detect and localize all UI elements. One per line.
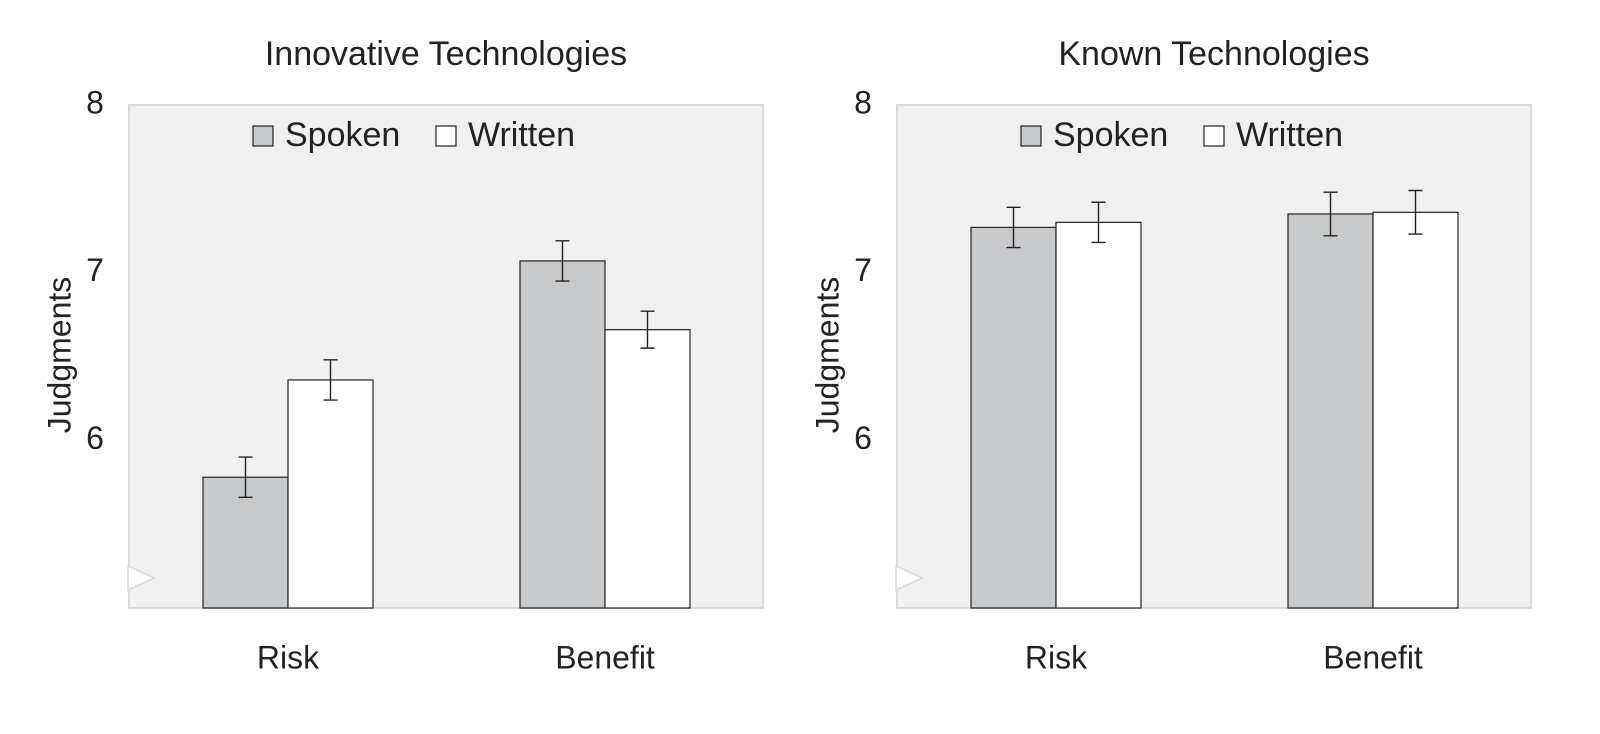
y-tick-label: 7 (86, 252, 104, 288)
y-tick-label: 6 (86, 420, 104, 456)
error-bar (1408, 189, 1423, 235)
chart-title: Known Technologies (1058, 35, 1369, 73)
x-tick-label: Benefit (1323, 639, 1423, 675)
x-tick-label: Risk (257, 639, 320, 675)
legend-label: Spoken (1053, 116, 1168, 154)
y-tick-label: 6 (854, 420, 872, 456)
legend-label: Written (1236, 116, 1343, 154)
y-axis-label: Judgments (809, 277, 845, 434)
error-bar (323, 359, 338, 401)
legend-swatch (435, 125, 457, 147)
bar (519, 260, 606, 609)
legend-label: Written (468, 116, 575, 154)
error-bar (1091, 201, 1106, 244)
error-bar (555, 240, 570, 282)
bar (1055, 221, 1142, 609)
y-tick-label: 8 (854, 84, 872, 120)
legend-swatch (1020, 125, 1042, 147)
legend-label: Spoken (285, 116, 400, 154)
error-bar (1006, 206, 1021, 249)
axis-break (895, 564, 924, 592)
y-tick-label: 8 (86, 84, 104, 120)
bar (1372, 211, 1459, 609)
error-bar (238, 456, 253, 499)
legend-swatch (252, 125, 274, 147)
bar (604, 329, 691, 609)
bar (1287, 213, 1374, 609)
error-bar (1323, 191, 1338, 237)
y-axis-label: Judgments (41, 277, 77, 434)
chart-title: Innovative Technologies (265, 35, 627, 73)
legend-swatch (1203, 125, 1225, 147)
bar (970, 226, 1057, 609)
axis-break (127, 564, 156, 592)
bar (287, 379, 374, 609)
x-tick-label: Benefit (555, 639, 655, 675)
x-tick-label: Risk (1025, 639, 1088, 675)
error-bar (640, 310, 655, 349)
y-tick-label: 7 (854, 252, 872, 288)
